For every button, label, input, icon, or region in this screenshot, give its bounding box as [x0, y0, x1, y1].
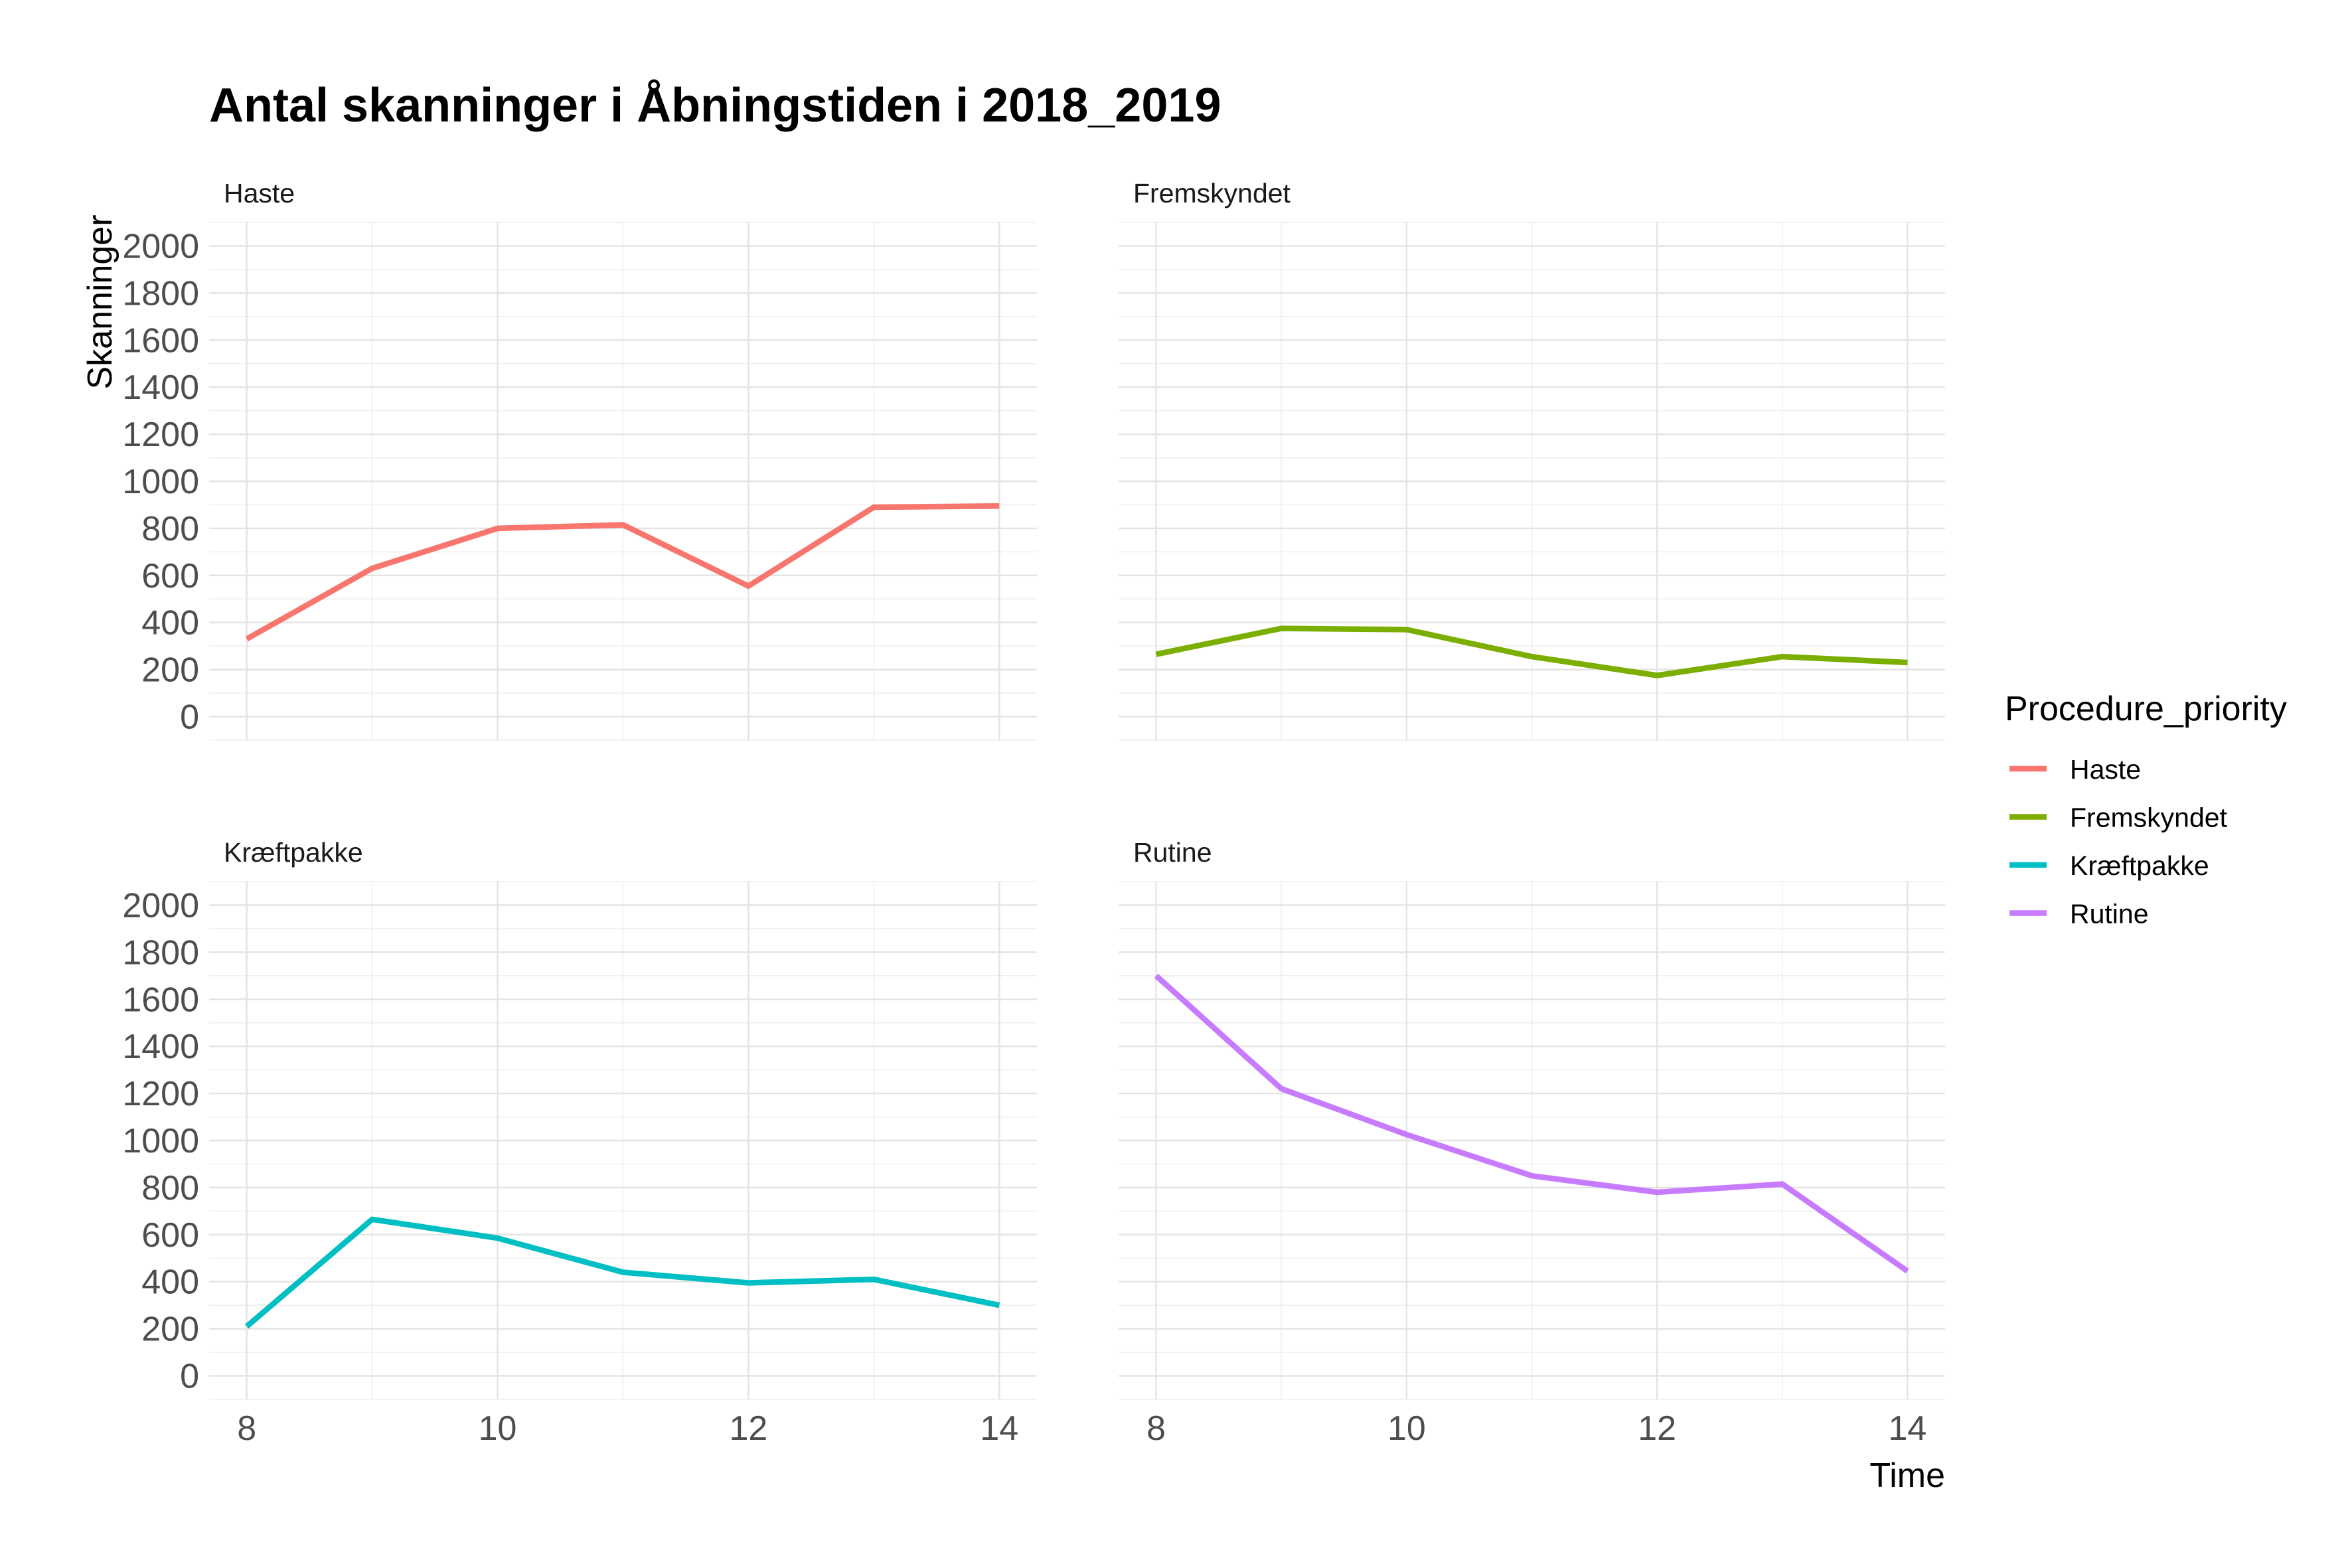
y-tick-label: 1600: [122, 321, 199, 360]
panel-rutine: Rutine 8 10 12 14: [1119, 837, 1945, 1448]
y-tick-label: 2000: [122, 886, 199, 925]
legend-label-kraeftpakke: Kræftpakke: [2070, 850, 2209, 881]
y-tick-label: 1800: [122, 933, 199, 972]
chart-title: Antal skanninger i Åbningstiden i 2018_2…: [209, 79, 1221, 132]
strip-label-fremskyndet: Fremskyndet: [1133, 178, 1291, 208]
x-tick-label: 8: [1146, 1409, 1166, 1448]
y-tick-label: 0: [180, 1358, 199, 1396]
x-axis-title: Time: [1869, 1456, 1945, 1495]
y-tick-label: 200: [141, 651, 199, 690]
strip-label-kraeftpakke: Kræftpakke: [224, 837, 363, 868]
y-tick-label: 200: [141, 1310, 199, 1349]
series-line-haste: [245, 503, 1000, 642]
series-line-kraeftpakke: [244, 1216, 1000, 1329]
y-tick-label: 1200: [122, 416, 199, 454]
y-tick-label: 1600: [122, 980, 199, 1019]
legend-item-kraeftpakke: Kræftpakke: [2009, 850, 2209, 881]
y-tick-label: 0: [180, 698, 199, 737]
y-tick-label: 2000: [122, 227, 199, 266]
series-line-fremskyndet: [1155, 625, 1908, 678]
y-tick-label: 1200: [122, 1075, 199, 1113]
panel-fremskyndet: Fremskyndet: [1119, 178, 1945, 741]
legend-label-rutine: Rutine: [2070, 899, 2149, 929]
y-tick-label: 800: [141, 1169, 199, 1208]
legend-item-haste: Haste: [2009, 754, 2141, 785]
y-tick-label: 1400: [122, 1028, 199, 1066]
strip-label-rutine: Rutine: [1133, 837, 1212, 868]
y-tick-label: 1000: [122, 463, 199, 501]
y-tick-label: 600: [141, 557, 199, 595]
y-tick-label: 800: [141, 510, 199, 548]
x-tick-label: 14: [980, 1409, 1018, 1448]
y-tick-label: 400: [141, 604, 199, 643]
y-axis-title: Skanninger: [81, 214, 119, 389]
legend: Procedure_priority Haste Fremskyndet Kræft…: [2005, 690, 2287, 929]
y-tick-label: 400: [141, 1263, 199, 1302]
legend-item-fremskyndet: Fremskyndet: [2009, 803, 2228, 833]
x-tick-label: 12: [1638, 1409, 1676, 1448]
x-tick-label: 8: [237, 1409, 256, 1448]
x-tick-label: 14: [1888, 1409, 1926, 1448]
y-tick-label: 600: [141, 1216, 199, 1255]
y-tick-label: 1000: [122, 1122, 199, 1160]
panel-kraeftpakke: Kræftpakke 0 200 400 600 800 1000 1200 1400 1600 1…: [122, 837, 1037, 1448]
panel-haste: Haste 0 200 400 600 800 1000 1200 1400 1600 1800 20…: [122, 178, 1037, 741]
strip-label-haste: Haste: [224, 178, 295, 208]
legend-item-rutine: Rutine: [2009, 899, 2149, 929]
y-tick-label: 1800: [122, 274, 199, 313]
y-tick-label: 1400: [122, 368, 199, 407]
series-line-rutine: [1154, 973, 1909, 1274]
legend-title: Procedure_priority: [2005, 690, 2287, 728]
x-tick-label: 12: [730, 1409, 768, 1448]
x-tick-label: 10: [479, 1409, 517, 1448]
x-tick-label: 10: [1387, 1409, 1426, 1448]
legend-label-fremskyndet: Fremskyndet: [2070, 803, 2228, 833]
facet-panels: Haste 0 200 400 600 800 1000 1200 1400 1600 1800 20…: [122, 178, 1945, 1448]
legend-label-haste: Haste: [2070, 754, 2141, 785]
